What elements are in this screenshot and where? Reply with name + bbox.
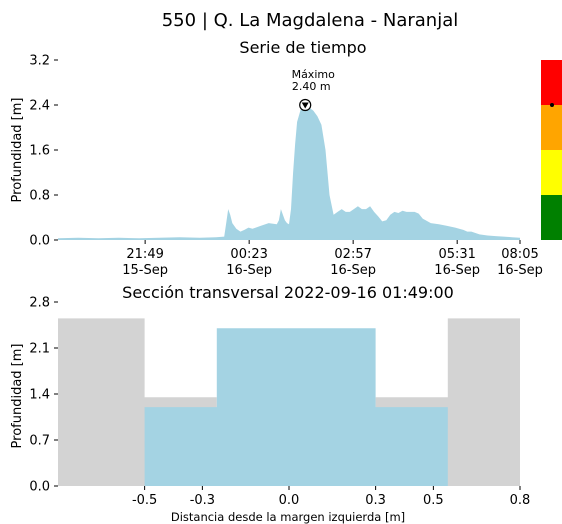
alert-band-orange [541, 105, 562, 150]
max-annotation-label: Máximo [292, 68, 336, 81]
timeseries-xaxis: 21:4915-Sep00:2316-Sep02:5716-Sep05:3116… [122, 240, 543, 278]
max-annotation-value: 2.40 m [292, 80, 331, 93]
xtick-time: 05:31 [438, 247, 475, 262]
xtick-date: 16-Sep [497, 263, 543, 278]
water-area [144, 328, 448, 486]
current-level-marker [550, 103, 554, 107]
cross-section-yaxis: 0.0 0.7 1.4 2.1 2.8 [29, 296, 58, 495]
alert-band-green [541, 195, 562, 240]
xtick-date: 16-Sep [330, 263, 376, 278]
ytick-label: 0.0 [29, 480, 50, 495]
alert-band-yellow [541, 150, 562, 195]
xtick-label: -0.5 [132, 493, 157, 508]
ytick-label: 2.8 [29, 296, 50, 311]
cross-section-title: Sección transversal 2022-09-16 01:49:00 [122, 283, 454, 302]
xtick-time: 02:57 [334, 247, 371, 262]
cross-section-chart: Sección transversal 2022-09-16 01:49:00 … [10, 283, 530, 524]
cross-section-ylabel: Profundidad [m] [10, 344, 25, 449]
alert-level-bar [541, 60, 562, 240]
timeseries-yaxis: 0.0 0.8 1.6 2.4 3.2 [29, 54, 58, 249]
xtick-label: -0.3 [190, 493, 215, 508]
alert-band-red [541, 60, 562, 105]
ytick-label: 1.6 [29, 144, 50, 159]
timeseries-ylabel: Profundidad [m] [10, 98, 25, 203]
ytick-label: 2.4 [29, 99, 50, 114]
cross-section-xaxis: -0.5 -0.3 0.0 0.3 0.5 0.8 [132, 486, 530, 508]
xtick-label: 0.3 [365, 493, 386, 508]
xtick-time: 21:49 [126, 247, 163, 262]
max-annotation: Máximo 2.40 m [292, 68, 336, 112]
xtick-date: 16-Sep [226, 263, 272, 278]
ytick-label: 1.4 [29, 388, 50, 403]
xtick-date: 15-Sep [122, 263, 168, 278]
xtick-label: 0.8 [510, 493, 531, 508]
ytick-label: 0.7 [29, 434, 50, 449]
xtick-time: 00:23 [230, 247, 267, 262]
xtick-time: 08:05 [501, 247, 538, 262]
xtick-label: 0.0 [279, 493, 300, 508]
depth-area [58, 105, 520, 240]
ytick-label: 2.1 [29, 342, 50, 357]
max-marker-arrow [301, 102, 309, 109]
ytick-label: 0.8 [29, 189, 50, 204]
timeseries-plot-area [58, 105, 520, 240]
max-marker-icon [299, 98, 312, 112]
xtick-date: 16-Sep [434, 263, 480, 278]
ytick-label: 3.2 [29, 54, 50, 69]
timeseries-chart: Serie de tiempo Profundidad [m] 0.0 0.8 1.… [10, 38, 562, 278]
timeseries-title: Serie de tiempo [239, 38, 366, 57]
xtick-label: 0.5 [423, 493, 444, 508]
cross-section-plot-area [58, 318, 520, 486]
page-title: 550 | Q. La Magdalena - Naranjal [162, 10, 459, 31]
ytick-label: 0.0 [29, 234, 50, 249]
cross-section-xlabel: Distancia desde la margen izquierda [m] [171, 510, 405, 524]
